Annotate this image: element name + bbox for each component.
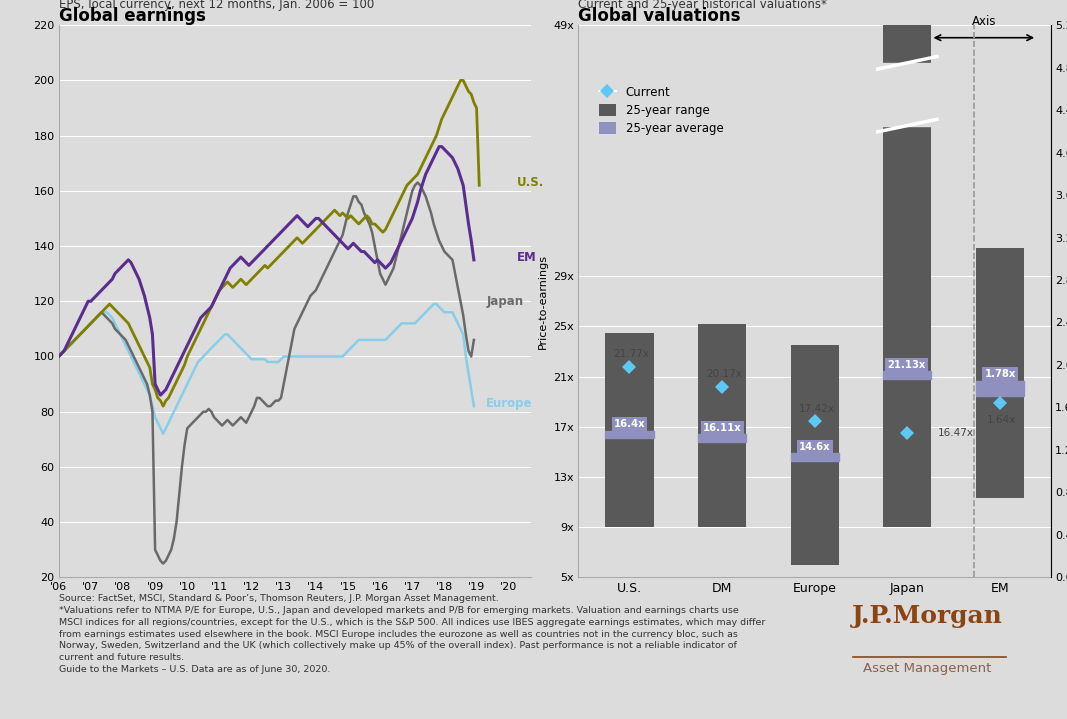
- Text: 1.78x: 1.78x: [985, 369, 1016, 379]
- Text: EPS, local currency, next 12 months, Jan. 2006 = 100: EPS, local currency, next 12 months, Jan…: [59, 0, 373, 12]
- Bar: [791, 345, 839, 565]
- Text: 16.4x: 16.4x: [614, 419, 646, 429]
- Bar: [605, 333, 653, 527]
- Text: 20.17x: 20.17x: [706, 370, 742, 380]
- Text: 16.47x: 16.47x: [938, 429, 974, 439]
- Text: 16.11x: 16.11x: [703, 423, 742, 433]
- Bar: [883, 25, 931, 527]
- Text: J.P.Morgan: J.P.Morgan: [851, 604, 1002, 628]
- Text: Europe: Europe: [487, 397, 532, 410]
- Text: Asset Management: Asset Management: [863, 662, 991, 675]
- Bar: [698, 324, 746, 527]
- Text: 17.42x: 17.42x: [798, 404, 834, 414]
- Text: Source: FactSet, MSCI, Standard & Poor’s, Thomson Reuters, J.P. Morgan Asset Man: Source: FactSet, MSCI, Standard & Poor’s…: [59, 594, 765, 674]
- Text: Current and 25-year historical valuations*: Current and 25-year historical valuation…: [578, 0, 827, 12]
- Text: Axis: Axis: [972, 14, 997, 27]
- Text: U.S.: U.S.: [516, 176, 544, 189]
- Text: Global valuations: Global valuations: [578, 7, 740, 25]
- Text: Global earnings: Global earnings: [59, 7, 206, 25]
- Legend: Current, 25-year range, 25-year average: Current, 25-year range, 25-year average: [599, 86, 723, 135]
- Text: 21.13x: 21.13x: [888, 360, 926, 370]
- Text: EM: EM: [516, 251, 537, 264]
- Text: 21.77x: 21.77x: [614, 349, 650, 360]
- Text: 14.6x: 14.6x: [799, 442, 830, 452]
- Y-axis label: Price-to-earnings: Price-to-earnings: [538, 254, 547, 349]
- Bar: [976, 248, 1024, 498]
- Text: 1.64x: 1.64x: [987, 415, 1017, 425]
- Text: Japan: Japan: [487, 295, 523, 308]
